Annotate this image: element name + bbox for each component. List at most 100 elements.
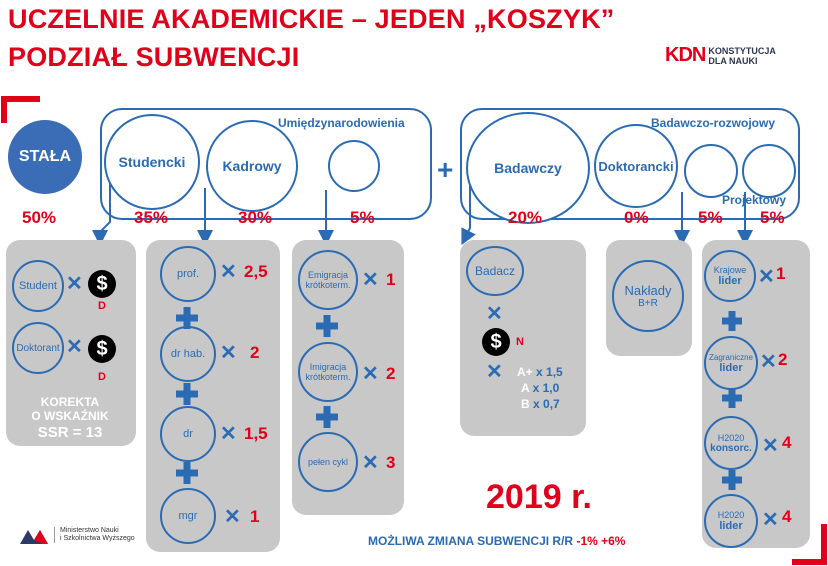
h2020-konsorc-value: 4 — [782, 433, 792, 452]
category-row: A+ x 1,5 — [517, 364, 563, 380]
multiply-icon: ✕ — [362, 452, 379, 474]
dollar-icon: $ — [88, 335, 116, 363]
year-label: 2019 r. — [486, 478, 592, 516]
doktorant-tag: D — [98, 371, 106, 383]
group1-label: Umiędzynarodowienia — [278, 116, 405, 130]
prof-label: prof. — [176, 268, 199, 280]
h2020-lider-line2: lider — [719, 520, 743, 532]
corner-decoration-left — [1, 96, 40, 123]
prof-circle: prof. — [160, 246, 216, 302]
title-line-1: UCZELNIE AKADEMICKIE – JEDEN „KOSZYK” — [8, 4, 615, 34]
dollar-icon: $ — [88, 270, 116, 298]
stala-pct: 50% — [22, 208, 57, 227]
pelen-cykl-circle: pełen cykl — [298, 432, 358, 492]
plus-icon — [316, 406, 338, 428]
zagraniczne-value: 2 — [778, 350, 788, 369]
imigracja-label: Imigracja krótkoterm. — [305, 362, 351, 382]
umiedzynarodowienie-circle — [328, 140, 380, 192]
badawczy-circle: Badawczy — [466, 112, 590, 224]
multiply-icon: ✕ — [486, 303, 503, 325]
doktorant-circle: Doktorant — [12, 322, 64, 374]
krajowe-line2: lider — [718, 275, 742, 287]
projektowy-pct: 5% — [760, 208, 785, 227]
krajowe-line1: Krajowe — [713, 265, 747, 275]
h2020-konsorc-line1: H2020 — [717, 432, 745, 443]
prof-value: 2,5 — [244, 262, 268, 281]
projektowy-circle — [742, 144, 796, 198]
emigracja-circle: Emigracja krótkoterm. — [298, 250, 358, 310]
badawczy-pct: 20% — [508, 208, 543, 227]
doktorant-label: Doktorant — [16, 342, 60, 354]
multiply-icon: ✕ — [762, 509, 779, 531]
multiply-icon: ✕ — [220, 423, 237, 445]
category-label: B — [521, 397, 530, 411]
multiply-icon: ✕ — [362, 363, 379, 385]
naklady-br-circle: Nakłady B+R — [612, 260, 684, 332]
ministry-line1: Ministerstwo Nauki — [60, 527, 119, 534]
ministry-logo-icon — [20, 530, 48, 544]
naklady-line1: Nakłady — [624, 283, 672, 298]
multiply-icon: ✕ — [762, 435, 779, 457]
plus-icon — [176, 383, 198, 405]
kdn-logo-line1: KONSTYTUCJA — [708, 45, 776, 56]
category-label: A — [521, 381, 530, 395]
multiply-icon: ✕ — [66, 336, 83, 358]
studencki-label: Studencki — [118, 154, 186, 170]
multiply-icon: ✕ — [224, 506, 241, 528]
multiply-icon: ✕ — [66, 273, 83, 295]
dr-label: dr — [183, 428, 193, 440]
doktorancki-circle: Doktorancki — [594, 124, 678, 208]
stala-label: STAŁA — [18, 148, 72, 165]
badacz-label: Badacz — [474, 264, 516, 278]
category-label: A+ — [517, 365, 533, 379]
group1-box — [100, 108, 432, 220]
plus-icon — [316, 315, 338, 337]
ministry-line2: i Szkolnictwa Wyższego — [60, 535, 135, 542]
h2020-lider-value: 4 — [782, 507, 792, 526]
category-value: x 1,5 — [536, 365, 563, 379]
kdn-logo: KDN KONSTYTUCJA DLA NAUKI — [665, 44, 776, 67]
emigracja-value: 1 — [386, 270, 396, 289]
dr-hab-label: dr hab. — [170, 348, 206, 360]
doktorancki-label: Doktorancki — [598, 158, 674, 174]
dr-hab-circle: dr hab. — [160, 326, 216, 382]
emigracja-label: Emigracja krótkoterm. — [305, 270, 351, 290]
mgr-circle: mgr — [160, 488, 216, 544]
multiply-icon: ✕ — [220, 342, 237, 364]
naklady-pct: 5% — [698, 208, 723, 227]
naklady-circle — [684, 144, 738, 198]
multiply-icon: ✕ — [486, 361, 503, 383]
studencki-pct: 35% — [134, 208, 169, 227]
group2-label: Badawczo-rozwojowy — [651, 116, 776, 130]
dr-circle: dr — [160, 406, 216, 462]
multiply-icon: ✕ — [220, 261, 237, 283]
h2020-lider-line1: H2020 — [717, 510, 745, 520]
mgr-label: mgr — [178, 510, 198, 522]
corner-decoration-right — [792, 524, 827, 565]
doktorancki-pct: 0% — [624, 208, 649, 227]
kadrowy-circle: Kadrowy — [206, 120, 298, 212]
pelen-cykl-label: pełen cykl — [307, 457, 349, 467]
group2-box — [460, 108, 800, 220]
multiply-icon: ✕ — [362, 269, 379, 291]
category-rows: A+ x 1,5 A x 1,0 B x 0,7 — [517, 364, 563, 412]
pelen-cykl-value: 3 — [386, 453, 396, 472]
category-value: x 1,0 — [532, 381, 560, 395]
dollar-icon: $ — [482, 328, 510, 356]
imigracja-circle: Imigracja krótkoterm. — [298, 342, 358, 402]
projektowy-label: Projektowy — [722, 193, 787, 207]
zagraniczne-line2: lider — [719, 361, 743, 374]
zagraniczne-circle: Zagraniczne lider — [704, 336, 758, 390]
stala-circle: STAŁA — [8, 120, 82, 194]
footer-note-range: -1% +6% — [576, 534, 626, 548]
student-label: Student — [19, 280, 57, 292]
student-tag: D — [98, 300, 106, 312]
badacz-tag: N — [516, 336, 524, 348]
krajowe-circle: Krajowe lider — [704, 250, 756, 302]
dr-hab-value: 2 — [250, 343, 260, 362]
krajowe-value: 1 — [776, 264, 786, 283]
multiply-icon: ✕ — [760, 351, 777, 373]
footer-note: MOŻLIWA ZMIANA SUBWENCJI R/R -1% +6% — [368, 534, 625, 548]
ministry-logo: Ministerstwo Nauki i Szkolnictwa Wyższeg… — [20, 526, 135, 544]
multiply-icon: ✕ — [758, 266, 775, 288]
